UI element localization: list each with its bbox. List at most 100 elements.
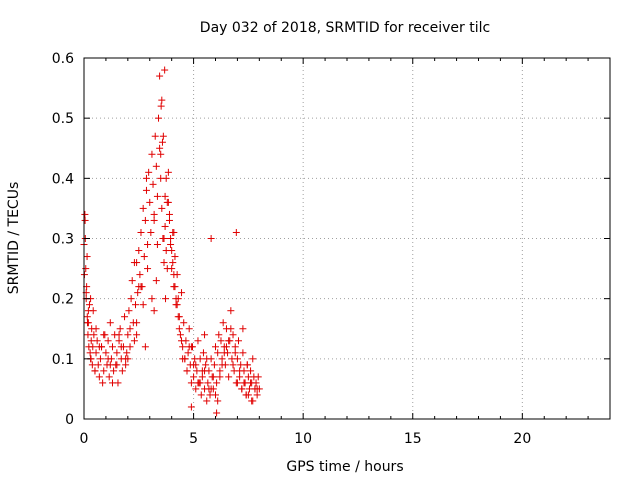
data-point bbox=[233, 355, 241, 363]
data-point bbox=[94, 361, 102, 369]
data-point bbox=[210, 361, 218, 369]
data-point bbox=[164, 198, 172, 206]
data-point bbox=[95, 373, 103, 381]
data-point bbox=[92, 349, 100, 357]
data-point bbox=[247, 379, 255, 387]
data-point bbox=[81, 210, 89, 218]
data-point bbox=[212, 343, 219, 351]
data-point bbox=[153, 192, 161, 200]
data-point bbox=[152, 277, 160, 285]
data-point bbox=[198, 373, 206, 381]
data-point bbox=[117, 343, 125, 351]
data-point bbox=[204, 379, 212, 387]
data-point bbox=[100, 331, 108, 339]
data-point bbox=[82, 265, 90, 273]
data-point bbox=[163, 265, 171, 273]
data-point bbox=[157, 150, 165, 158]
data-point bbox=[144, 241, 152, 249]
y-tick-label: 0.2 bbox=[52, 292, 74, 308]
data-point bbox=[187, 343, 195, 351]
data-point bbox=[142, 174, 150, 182]
data-point bbox=[85, 301, 93, 309]
data-point bbox=[247, 367, 255, 375]
data-point bbox=[156, 72, 164, 80]
x-tick-label: 0 bbox=[80, 431, 89, 447]
data-point bbox=[83, 313, 91, 321]
data-point bbox=[216, 367, 224, 375]
data-point bbox=[165, 210, 173, 218]
data-point bbox=[162, 174, 170, 182]
data-point bbox=[169, 259, 177, 267]
data-point bbox=[88, 361, 96, 369]
x-axis-label: GPS time / hours bbox=[286, 459, 403, 475]
y-tick-label: 0.5 bbox=[52, 111, 74, 127]
data-point bbox=[171, 283, 179, 291]
data-point bbox=[187, 379, 195, 387]
data-point bbox=[87, 337, 95, 345]
data-point bbox=[100, 367, 108, 375]
y-tick-label: 0.1 bbox=[52, 352, 74, 368]
data-point bbox=[105, 373, 113, 381]
data-point bbox=[91, 367, 99, 375]
data-point bbox=[130, 337, 138, 345]
data-point bbox=[104, 337, 112, 345]
chart-title: Day 032 of 2018, SRMTID for receiver til… bbox=[200, 20, 490, 36]
data-point bbox=[141, 343, 149, 351]
data-point bbox=[214, 397, 222, 405]
data-point bbox=[106, 319, 114, 327]
data-point bbox=[174, 313, 182, 321]
y-tick-label: 0 bbox=[65, 412, 74, 428]
data-point bbox=[205, 385, 213, 393]
x-tick-label: 5 bbox=[189, 431, 198, 447]
data-point bbox=[104, 355, 112, 363]
data-point bbox=[161, 222, 169, 230]
data-point bbox=[220, 349, 228, 357]
x-tick-label: 20 bbox=[513, 431, 531, 447]
data-point bbox=[121, 313, 129, 321]
data-point bbox=[227, 325, 235, 333]
data-point bbox=[187, 403, 195, 411]
data-point bbox=[137, 283, 145, 291]
data-point bbox=[229, 361, 237, 369]
data-point bbox=[142, 186, 150, 194]
data-point bbox=[167, 235, 175, 242]
data-point bbox=[173, 301, 181, 309]
data-point bbox=[98, 343, 106, 351]
data-point bbox=[213, 409, 221, 417]
data-point bbox=[106, 361, 114, 369]
data-point bbox=[240, 379, 248, 387]
data-point bbox=[216, 373, 224, 381]
data-point bbox=[218, 355, 226, 363]
data-point bbox=[183, 367, 191, 375]
data-point bbox=[201, 331, 209, 339]
data-point bbox=[156, 144, 164, 152]
data-point bbox=[203, 397, 211, 405]
data-point bbox=[81, 216, 89, 224]
data-point bbox=[225, 373, 233, 381]
data-point bbox=[133, 331, 141, 339]
data-point bbox=[231, 349, 239, 357]
data-point bbox=[139, 301, 147, 309]
data-point bbox=[161, 66, 169, 74]
data-point bbox=[126, 325, 134, 333]
data-point bbox=[171, 253, 179, 261]
data-point bbox=[194, 337, 202, 345]
data-point bbox=[137, 228, 145, 236]
data-point bbox=[202, 361, 210, 369]
data-point bbox=[212, 391, 219, 399]
data-point bbox=[126, 343, 134, 351]
data-point bbox=[155, 114, 163, 122]
data-point bbox=[175, 325, 183, 333]
data-point bbox=[157, 102, 165, 110]
data-point bbox=[115, 337, 123, 345]
data-point bbox=[197, 391, 205, 399]
data-point bbox=[167, 241, 175, 249]
data-point bbox=[176, 331, 184, 339]
data-point bbox=[196, 379, 204, 387]
data-point bbox=[144, 265, 152, 273]
data-point bbox=[151, 132, 159, 140]
data-point bbox=[135, 247, 143, 255]
data-point bbox=[170, 271, 178, 279]
data-point bbox=[89, 343, 97, 351]
data-point bbox=[122, 361, 130, 369]
